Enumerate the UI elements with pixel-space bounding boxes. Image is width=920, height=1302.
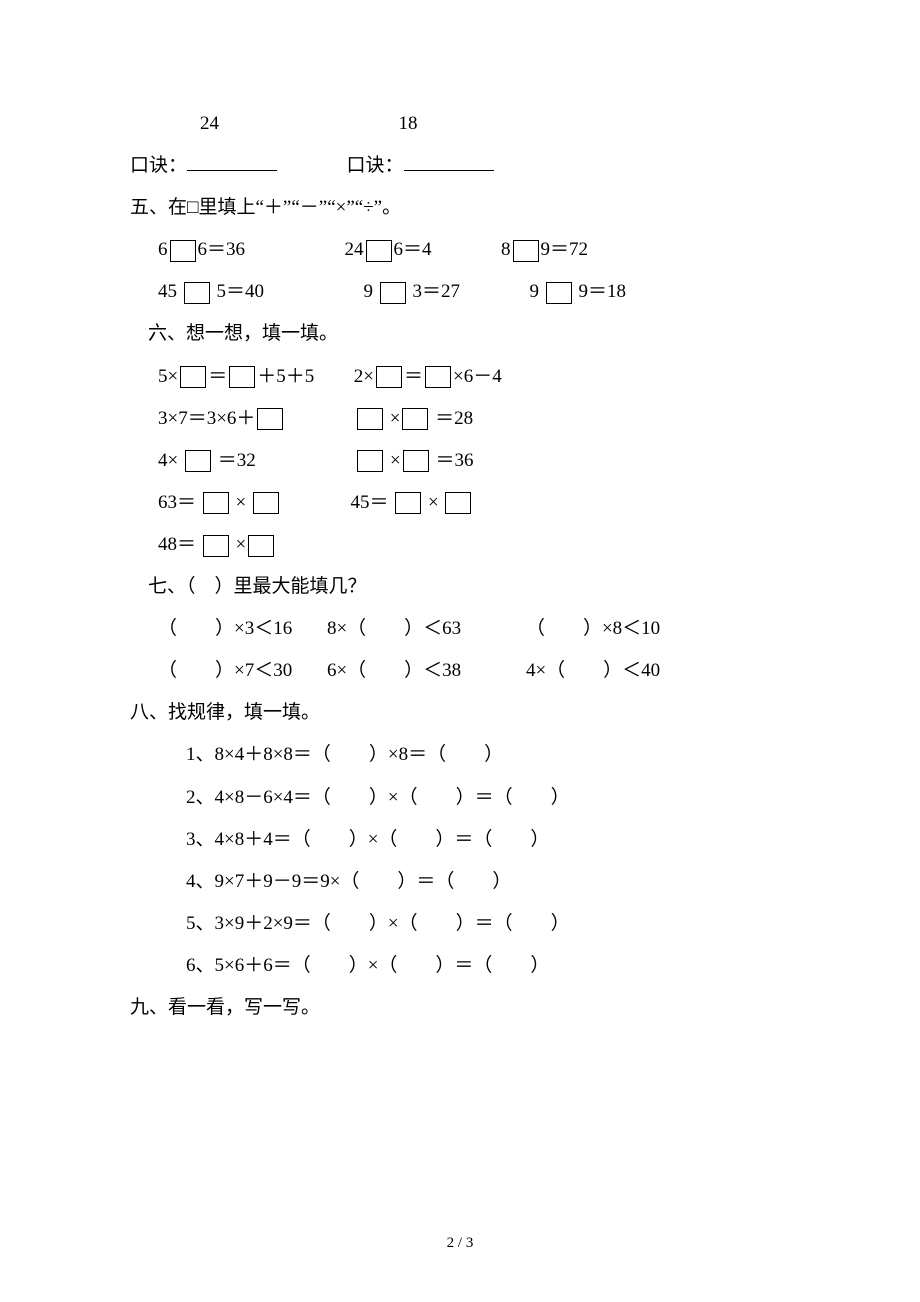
s6r3b-mid: × (390, 450, 401, 471)
s6r5a-pre: 48＝ (158, 534, 196, 555)
sec8-i3: 3、4×8＋4＝（ ）×（ ）＝（ ） (130, 822, 790, 858)
fill-box (445, 492, 471, 514)
sec5-row1: 6 6＝36 24 6＝4 8 9＝72 (130, 232, 790, 268)
top-num-2: 18 (399, 113, 418, 134)
s7r1a: （ ）×3＜16 (158, 618, 292, 639)
s6r4a-pre: 63＝ (158, 492, 196, 513)
sec5-heading: 五、在□里填上“＋”“－”“×”“÷”。 (130, 190, 790, 226)
kj-label-1: 口诀： (130, 155, 187, 176)
sec9-heading: 九、看一看，写一写。 (130, 990, 790, 1026)
fill-box (376, 366, 402, 388)
s7r2c: 4×（ ）＜40 (526, 660, 660, 681)
s6r5a-mid: × (236, 534, 247, 555)
s6r3a-post: ＝32 (218, 450, 256, 471)
page-footer: 2 / 3 (0, 1235, 920, 1252)
s6r4b-pre: 45＝ (350, 492, 388, 513)
s5r2b-post: 3＝27 (413, 281, 461, 302)
fill-box (248, 535, 274, 557)
s7r2a: （ ）×7＜30 (158, 660, 292, 681)
sec8-heading: 八、找规律，填一填。 (130, 695, 790, 731)
top-numbers: 24 18 (130, 106, 790, 142)
sec8-i1: 1、8×4＋8×8＝（ ）×8＝（ ） (130, 737, 790, 773)
sec8-i2: 2、4×8－6×4＝（ ）×（ ）＝（ ） (130, 780, 790, 816)
s5r1c-pre: 8 (501, 239, 511, 260)
s7r2b: 6×（ ）＜38 (327, 660, 461, 681)
s7r1b: 8×（ ）＜63 (327, 618, 461, 639)
sec7-row2: （ ）×7＜30 6×（ ）＜38 4×（ ）＜40 (130, 653, 790, 689)
s6r1b-pre: 2× (354, 366, 374, 387)
fill-box (203, 492, 229, 514)
s5r2b-pre: 9 (364, 281, 374, 302)
s5r2a-pre: 45 (158, 281, 177, 302)
s6r1b-tail: ×6－4 (453, 366, 502, 387)
s6r2a: 3×7＝3×6＋ (158, 408, 255, 429)
sec5-row2: 45 5＝40 9 3＝27 9 9＝18 (130, 274, 790, 310)
fill-box (425, 366, 451, 388)
s5r1a-post: 6＝36 (198, 239, 246, 260)
op-box (184, 282, 210, 304)
s6r1a-post: ＝ (208, 366, 227, 387)
s5r1b-pre: 24 (345, 239, 364, 260)
sec8-i5: 5、3×9＋2×9＝（ ）×（ ）＝（ ） (130, 906, 790, 942)
s5r2c-post: 9＝18 (579, 281, 627, 302)
sec8-i6: 6、5×6＋6＝（ ）×（ ）＝（ ） (130, 948, 790, 984)
kj-label-2: 口诀： (347, 155, 404, 176)
fill-box (203, 535, 229, 557)
op-box (546, 282, 572, 304)
top-num-1: 24 (200, 113, 219, 134)
op-box (380, 282, 406, 304)
s5r1b-mid: 6＝4 (394, 239, 432, 260)
fill-box (180, 366, 206, 388)
kj-blank-2 (404, 152, 494, 171)
s6r4b-mid: × (428, 492, 439, 513)
s5r2a-post: 5＝40 (217, 281, 265, 302)
sec6-row2: 3×7＝3×6＋ × ＝28 (130, 401, 790, 437)
op-box (366, 240, 392, 262)
s6r3b-post: ＝36 (435, 450, 473, 471)
sec6-row1: 5× ＝ ＋5＋5 2× ＝ ×6－4 (130, 359, 790, 395)
s6r4a-mid: × (236, 492, 247, 513)
sec7-row1: （ ）×3＜16 8×（ ）＜63 （ ）×8＜10 (130, 611, 790, 647)
sec6-row5: 48＝ × (130, 527, 790, 563)
fill-box (185, 450, 211, 472)
s6r1a-tail: ＋5＋5 (257, 366, 314, 387)
op-box (513, 240, 539, 262)
sec8-i4: 4、9×7＋9－9＝9×（ ）＝（ ） (130, 864, 790, 900)
kj-row: 口诀： 口诀： (130, 148, 790, 184)
sec6-row4: 63＝ × 45＝ × (130, 485, 790, 521)
page-content: 24 18 口诀： 口诀： 五、在□里填上“＋”“－”“×”“÷”。 6 6＝36… (0, 0, 920, 1072)
s6r1a-pre: 5× (158, 366, 178, 387)
fill-box (402, 408, 428, 430)
s6r2b-post: ＝28 (435, 408, 473, 429)
fill-box (229, 366, 255, 388)
kj-blank-1 (187, 152, 277, 171)
s7r1c: （ ）×8＜10 (526, 618, 660, 639)
fill-box (403, 450, 429, 472)
s5r1c-post: 9＝72 (541, 239, 589, 260)
s6r1b-mid: ＝ (404, 366, 423, 387)
fill-box (257, 408, 283, 430)
sec6-heading: 六、想一想，填一填。 (130, 316, 790, 352)
s6r2b-mid: × (390, 408, 401, 429)
fill-box (253, 492, 279, 514)
fill-box (395, 492, 421, 514)
sec7-heading: 七、（ ）里最大能填几？ (130, 569, 790, 605)
fill-box (357, 450, 383, 472)
s6r3a-pre: 4× (158, 450, 178, 471)
op-box (170, 240, 196, 262)
s5r1a-pre: 6 (158, 239, 168, 260)
fill-box (357, 408, 383, 430)
s5r2c-pre: 9 (530, 281, 540, 302)
sec6-row3: 4× ＝32 × ＝36 (130, 443, 790, 479)
